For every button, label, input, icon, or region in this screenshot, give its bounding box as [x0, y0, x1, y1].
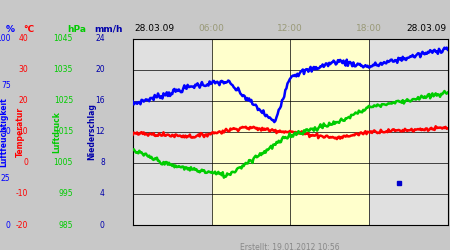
Text: 20: 20: [18, 96, 28, 105]
Text: 50: 50: [1, 127, 11, 136]
Text: °C: °C: [24, 25, 35, 34]
Text: -20: -20: [15, 220, 28, 230]
Text: 1005: 1005: [54, 158, 73, 168]
Text: 1045: 1045: [54, 34, 73, 43]
Text: 1025: 1025: [54, 96, 73, 105]
Text: mm/h: mm/h: [94, 25, 123, 34]
Text: 06:00: 06:00: [198, 24, 225, 33]
Bar: [212, 39, 369, 225]
Text: 100: 100: [0, 34, 11, 43]
Text: 12:00: 12:00: [277, 24, 303, 33]
Text: 985: 985: [58, 220, 73, 230]
Text: hPa: hPa: [68, 25, 86, 34]
Text: 24: 24: [95, 34, 105, 43]
Text: -10: -10: [15, 190, 28, 198]
Text: 0: 0: [23, 158, 28, 168]
Text: Niederschlag: Niederschlag: [87, 104, 96, 160]
Text: 75: 75: [1, 81, 11, 90]
Text: Temperatur: Temperatur: [15, 107, 24, 157]
Text: 40: 40: [18, 34, 28, 43]
Text: 18:00: 18:00: [356, 24, 382, 33]
Text: Erstellt: 19.01.2012 10:56: Erstellt: 19.01.2012 10:56: [240, 243, 340, 250]
Text: 20: 20: [95, 65, 105, 74]
Text: Luftdruck: Luftdruck: [53, 111, 62, 153]
Text: 28.03.09: 28.03.09: [134, 24, 174, 33]
Text: 12: 12: [95, 127, 105, 136]
Text: 1015: 1015: [54, 127, 73, 136]
Text: 0: 0: [6, 220, 11, 230]
Text: 995: 995: [58, 190, 73, 198]
Text: 4: 4: [100, 190, 105, 198]
Text: 10: 10: [18, 127, 28, 136]
Text: 25: 25: [1, 174, 11, 183]
Text: %: %: [6, 25, 15, 34]
Text: 16: 16: [95, 96, 105, 105]
Text: Luftfeuchtigkeit: Luftfeuchtigkeit: [0, 97, 8, 167]
Text: 8: 8: [100, 158, 105, 168]
Text: 1035: 1035: [54, 65, 73, 74]
Text: 30: 30: [18, 65, 28, 74]
Text: 28.03.09: 28.03.09: [406, 24, 446, 33]
Text: 0: 0: [100, 220, 105, 230]
